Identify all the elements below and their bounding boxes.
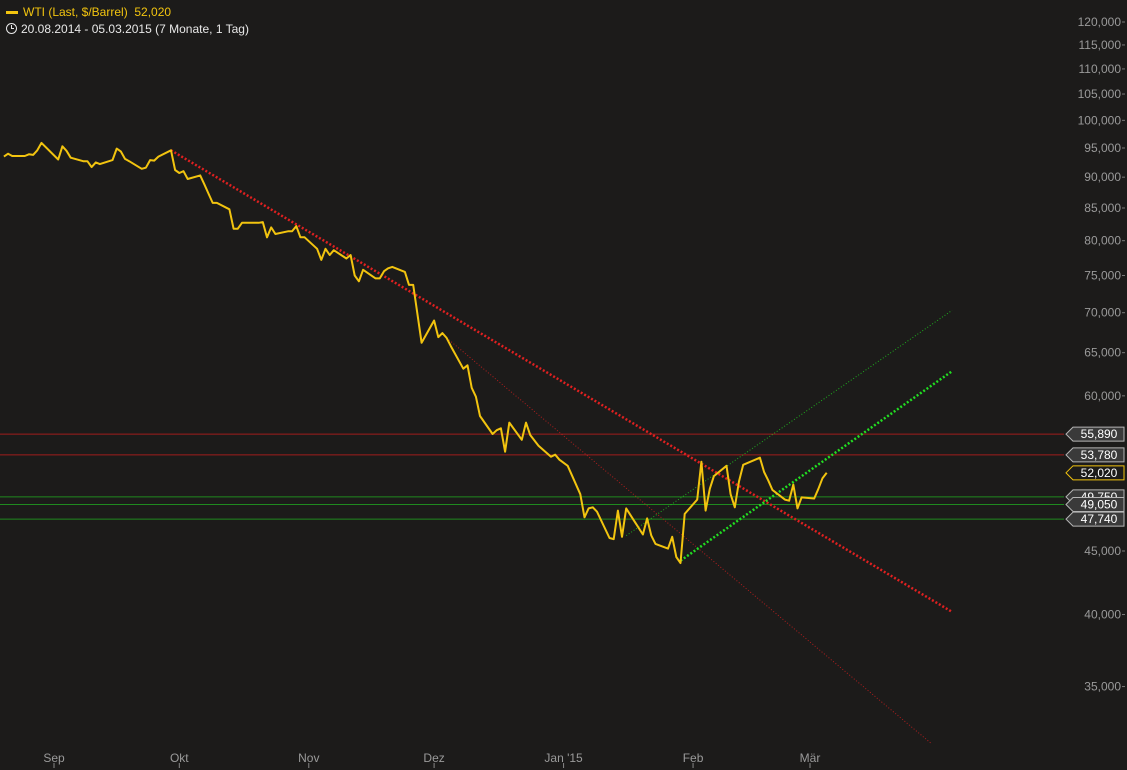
level-tag-label: 53,780 — [1081, 448, 1118, 462]
y-tick-label: 45,000 — [1084, 544, 1121, 558]
level-tag-5 — [1065, 511, 1125, 527]
level-tag-label: 49,050 — [1081, 498, 1118, 512]
support-trendline-2 — [679, 370, 953, 562]
resistance-trendline-0 — [170, 149, 953, 613]
x-tick-label: Mär — [800, 751, 821, 765]
y-tick-label: 120,000 — [1078, 15, 1122, 29]
x-tick-label: Okt — [170, 751, 189, 765]
chart-legend: WTI (Last, $/Barrel) 52,020 — [6, 5, 171, 19]
resistance-trendline-1 — [446, 337, 932, 744]
level-tag-4 — [1065, 497, 1125, 513]
clock-icon — [6, 23, 17, 34]
x-tick-label: Dez — [423, 751, 444, 765]
x-tick-label: Nov — [298, 751, 319, 765]
x-tick-label: Jan '15 — [544, 751, 583, 765]
support-trendline-3 — [625, 309, 953, 537]
y-tick-label: 115,000 — [1079, 38, 1122, 52]
y-tick-label: 35,000 — [1084, 680, 1121, 694]
y-tick-label: 110,000 — [1079, 62, 1122, 76]
y-tick-label: 60,000 — [1084, 389, 1121, 403]
level-tag-label: 55,890 — [1081, 427, 1118, 441]
y-tick-label: 70,000 — [1084, 306, 1121, 320]
level-tag-2 — [1065, 465, 1125, 481]
y-tick-label: 105,000 — [1078, 87, 1122, 101]
y-tick-label: 95,000 — [1084, 141, 1121, 155]
y-tick-label: 80,000 — [1084, 234, 1121, 248]
series-swatch-icon — [6, 11, 18, 15]
last-value: 52,020 — [134, 5, 172, 19]
level-tag-label: 47,740 — [1081, 512, 1118, 526]
level-tag-label: 52,020 — [1081, 466, 1118, 480]
level-tag-1 — [1065, 447, 1125, 463]
y-tick-label: 40,000 — [1084, 608, 1121, 622]
y-tick-label: 75,000 — [1084, 268, 1121, 282]
y-tick-label: 85,000 — [1084, 201, 1121, 215]
y-tick-label: 90,000 — [1084, 170, 1121, 184]
price-line — [3, 141, 828, 565]
x-tick-label: Feb — [683, 751, 704, 765]
series-label: WTI (Last, $/Barrel) — [23, 5, 128, 19]
level-tag-0 — [1065, 426, 1125, 442]
y-tick-label: 65,000 — [1084, 346, 1121, 360]
x-tick-label: Sep — [43, 751, 65, 765]
date-range: 20.08.2014 - 05.03.2015 (7 Monate, 1 Tag… — [21, 22, 249, 36]
y-tick-label: 100,000 — [1078, 113, 1122, 127]
date-range-row: 20.08.2014 - 05.03.2015 (7 Monate, 1 Tag… — [6, 22, 249, 36]
